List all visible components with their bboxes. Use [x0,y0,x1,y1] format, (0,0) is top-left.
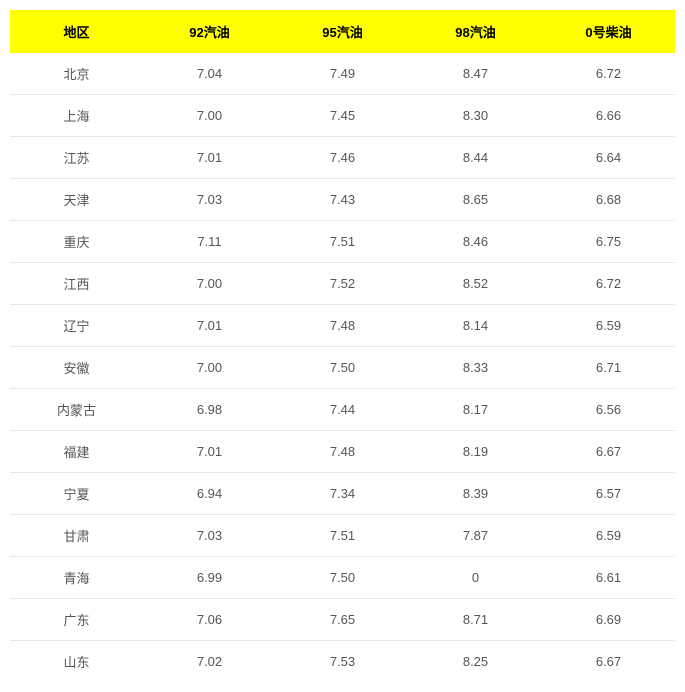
cell-region: 广东 [10,599,143,641]
cell-region: 天津 [10,179,143,221]
col-92: 92汽油 [143,10,276,53]
cell-value: 7.53 [276,641,409,683]
col-diesel: 0号柴油 [542,10,675,53]
cell-value: 7.00 [143,95,276,137]
cell-region: 甘肃 [10,515,143,557]
cell-region: 宁夏 [10,473,143,515]
table-row: 甘肃7.037.517.876.59 [10,515,675,557]
col-region: 地区 [10,10,143,53]
cell-value: 7.00 [143,263,276,305]
cell-value: 8.33 [409,347,542,389]
table-row: 福建7.017.488.196.67 [10,431,675,473]
table-row: 青海6.997.5006.61 [10,557,675,599]
cell-value: 8.30 [409,95,542,137]
cell-value: 7.87 [409,515,542,557]
cell-value: 7.48 [276,305,409,347]
fuel-price-table: 地区 92汽油 95汽油 98汽油 0号柴油 北京7.047.498.476.7… [10,10,675,682]
table-row: 山东7.027.538.256.67 [10,641,675,683]
cell-value: 7.48 [276,431,409,473]
table-row: 江苏7.017.468.446.64 [10,137,675,179]
cell-value: 8.19 [409,431,542,473]
cell-value: 7.11 [143,221,276,263]
cell-value: 7.06 [143,599,276,641]
table-row: 安徽7.007.508.336.71 [10,347,675,389]
cell-value: 7.46 [276,137,409,179]
col-95: 95汽油 [276,10,409,53]
cell-value: 7.50 [276,347,409,389]
cell-value: 6.64 [542,137,675,179]
table-body: 北京7.047.498.476.72上海7.007.458.306.66江苏7.… [10,53,675,682]
cell-value: 7.01 [143,137,276,179]
cell-value: 7.45 [276,95,409,137]
cell-region: 青海 [10,557,143,599]
cell-value: 6.72 [542,263,675,305]
cell-value: 7.04 [143,53,276,95]
cell-value: 7.51 [276,221,409,263]
table-row: 上海7.007.458.306.66 [10,95,675,137]
cell-region: 江西 [10,263,143,305]
cell-value: 8.52 [409,263,542,305]
cell-value: 8.14 [409,305,542,347]
cell-value: 7.52 [276,263,409,305]
cell-region: 福建 [10,431,143,473]
cell-value: 7.50 [276,557,409,599]
cell-value: 7.65 [276,599,409,641]
table-row: 北京7.047.498.476.72 [10,53,675,95]
cell-value: 8.39 [409,473,542,515]
cell-value: 7.03 [143,515,276,557]
cell-region: 北京 [10,53,143,95]
cell-value: 7.03 [143,179,276,221]
cell-value: 8.71 [409,599,542,641]
header-row: 地区 92汽油 95汽油 98汽油 0号柴油 [10,10,675,53]
cell-value: 6.61 [542,557,675,599]
table-row: 宁夏6.947.348.396.57 [10,473,675,515]
cell-value: 6.94 [143,473,276,515]
table-row: 辽宁7.017.488.146.59 [10,305,675,347]
cell-value: 7.51 [276,515,409,557]
cell-region: 辽宁 [10,305,143,347]
cell-value: 6.56 [542,389,675,431]
cell-value: 8.44 [409,137,542,179]
table-row: 广东7.067.658.716.69 [10,599,675,641]
table-row: 内蒙古6.987.448.176.56 [10,389,675,431]
cell-value: 6.67 [542,641,675,683]
cell-value: 6.75 [542,221,675,263]
cell-region: 江苏 [10,137,143,179]
table-row: 江西7.007.528.526.72 [10,263,675,305]
cell-value: 7.01 [143,305,276,347]
cell-value: 8.47 [409,53,542,95]
table-row: 天津7.037.438.656.68 [10,179,675,221]
cell-value: 7.44 [276,389,409,431]
cell-value: 8.65 [409,179,542,221]
cell-value: 6.57 [542,473,675,515]
cell-value: 7.01 [143,431,276,473]
cell-value: 8.17 [409,389,542,431]
cell-value: 6.67 [542,431,675,473]
cell-value: 8.25 [409,641,542,683]
cell-value: 7.00 [143,347,276,389]
cell-region: 上海 [10,95,143,137]
cell-value: 7.49 [276,53,409,95]
cell-region: 山东 [10,641,143,683]
table-row: 重庆7.117.518.466.75 [10,221,675,263]
cell-value: 0 [409,557,542,599]
cell-value: 7.02 [143,641,276,683]
cell-value: 6.59 [542,515,675,557]
cell-region: 内蒙古 [10,389,143,431]
cell-region: 安徽 [10,347,143,389]
cell-value: 6.98 [143,389,276,431]
cell-value: 6.66 [542,95,675,137]
cell-value: 7.43 [276,179,409,221]
col-98: 98汽油 [409,10,542,53]
cell-value: 6.69 [542,599,675,641]
cell-region: 重庆 [10,221,143,263]
table-header: 地区 92汽油 95汽油 98汽油 0号柴油 [10,10,675,53]
cell-value: 8.46 [409,221,542,263]
cell-value: 6.72 [542,53,675,95]
cell-value: 6.59 [542,305,675,347]
cell-value: 6.99 [143,557,276,599]
cell-value: 6.71 [542,347,675,389]
cell-value: 6.68 [542,179,675,221]
cell-value: 7.34 [276,473,409,515]
